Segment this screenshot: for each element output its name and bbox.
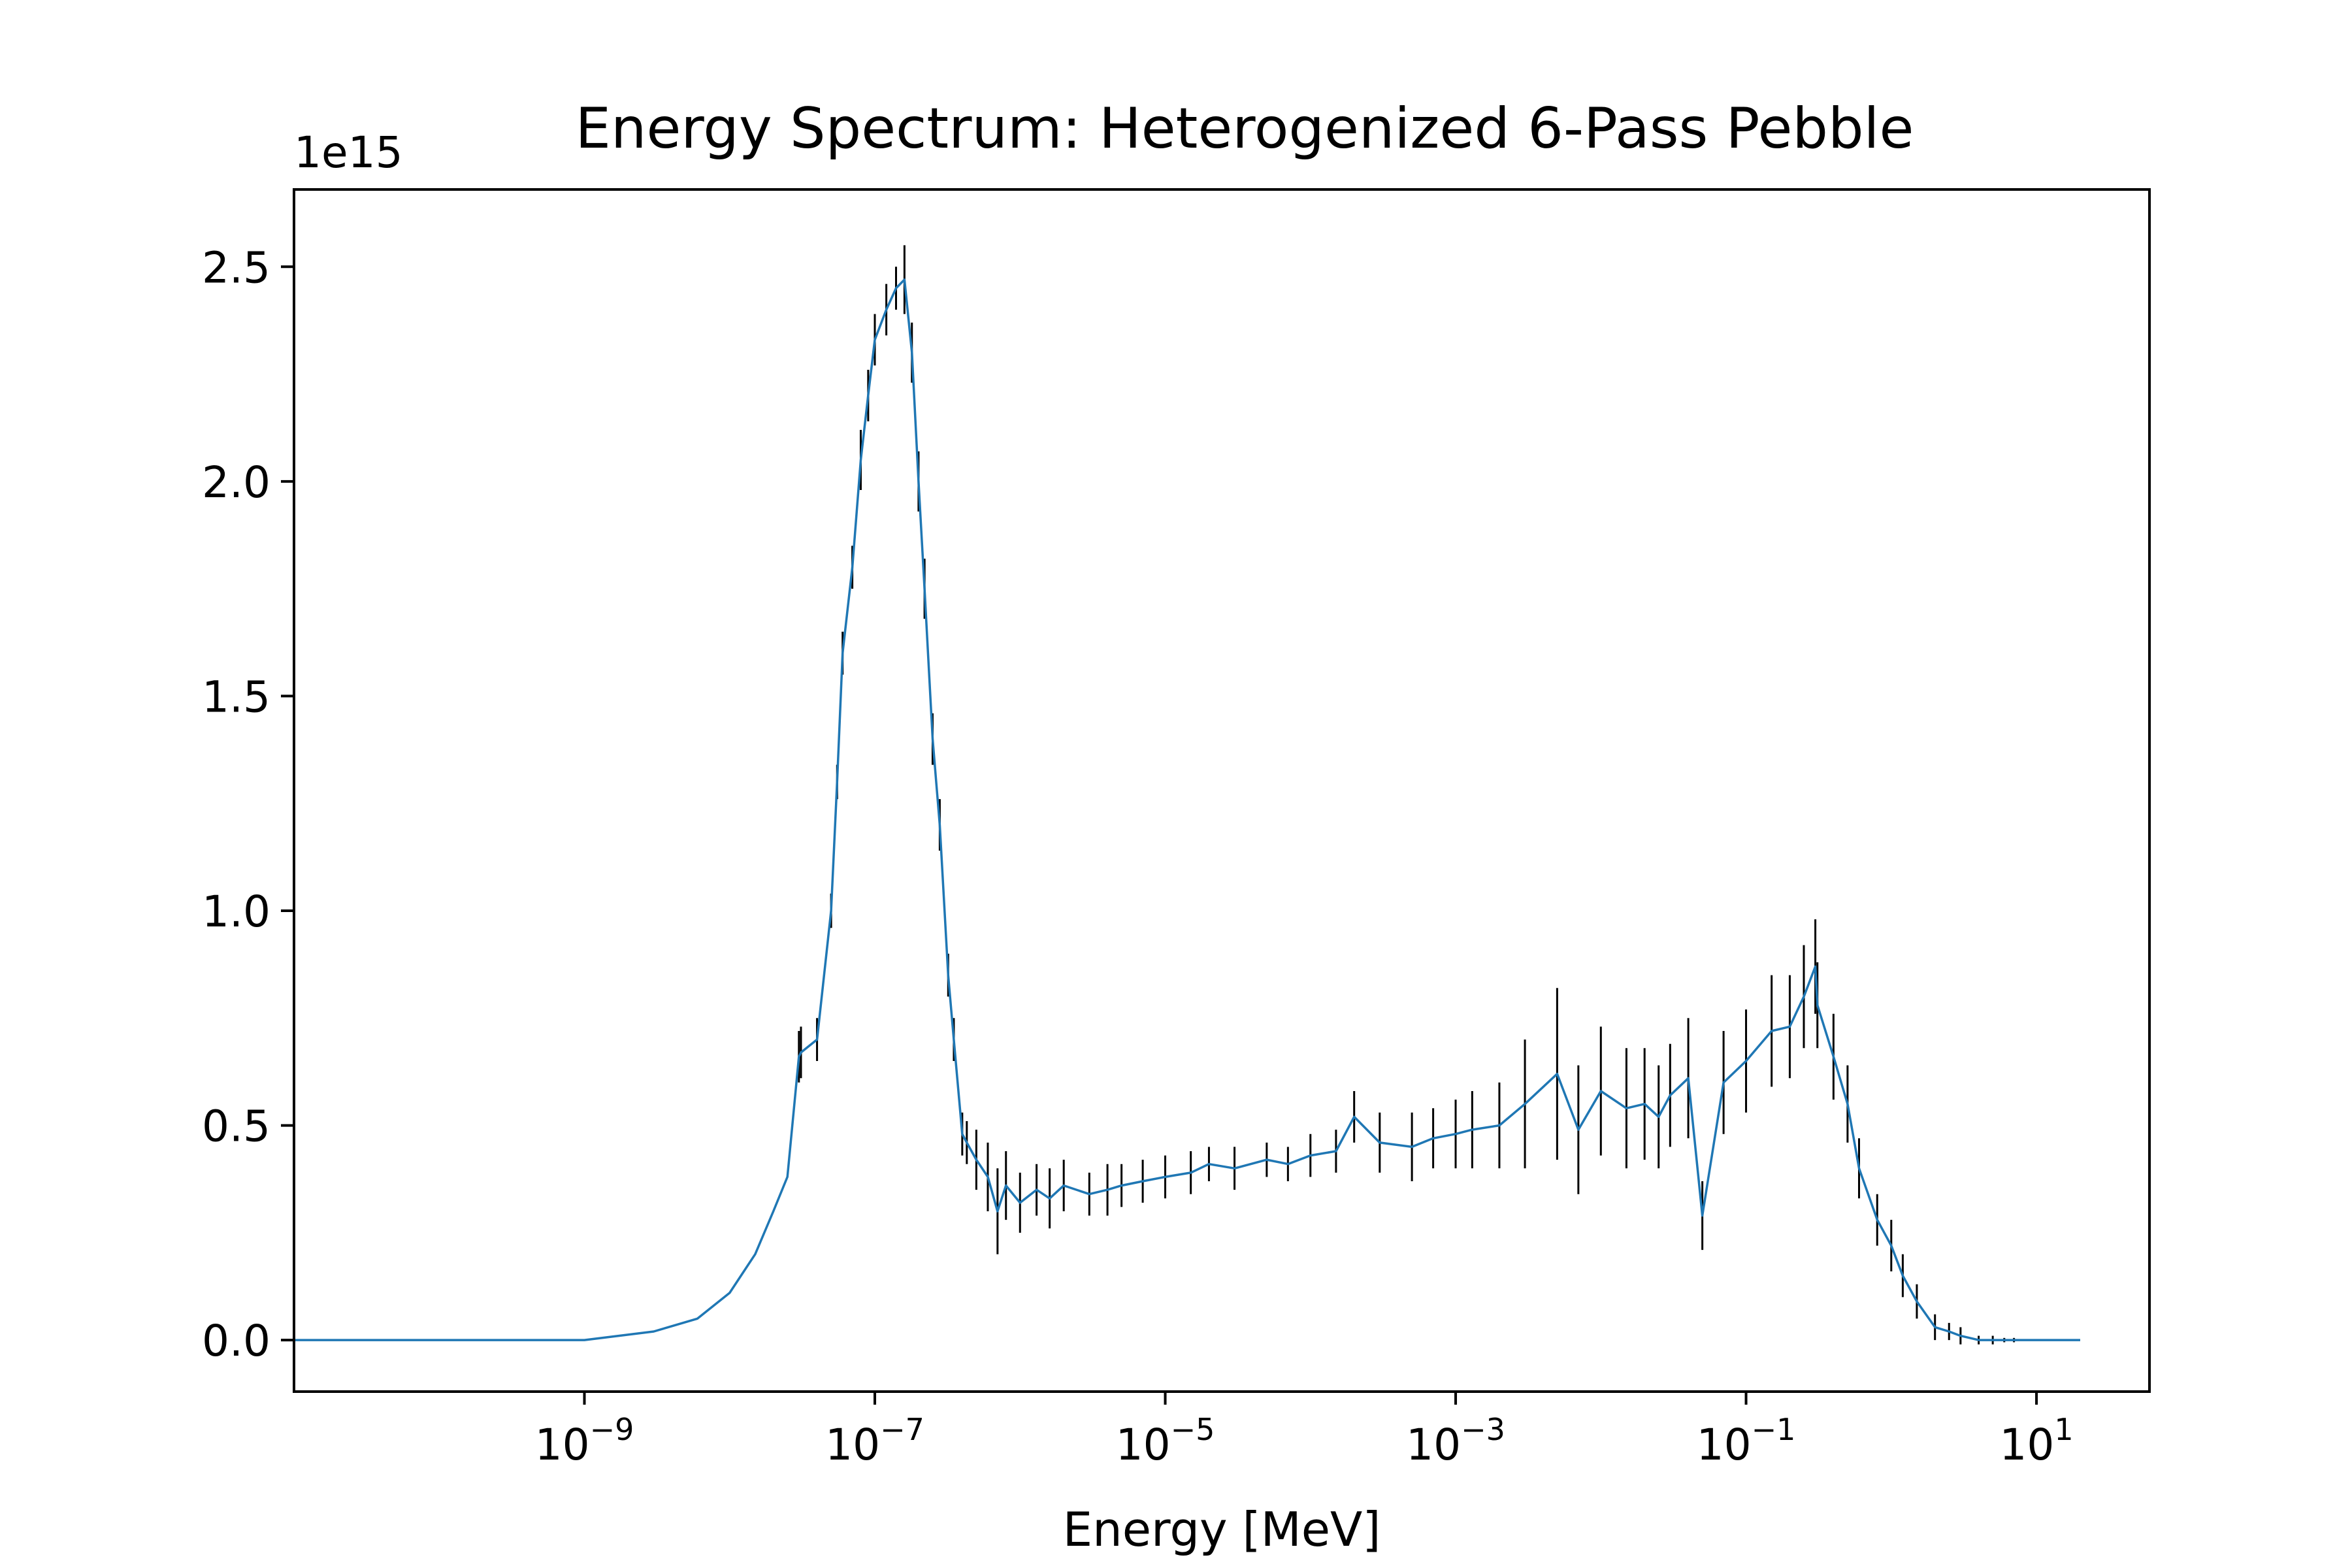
y-tick-label: 1.5	[202, 672, 270, 722]
x-tick-label: 101	[1999, 1412, 2073, 1470]
plot-area	[294, 245, 2080, 1345]
chart-title: Energy Spectrum: Heterogenized 6-Pass Pe…	[576, 96, 1914, 161]
x-tick-label: 10−1	[1697, 1412, 1796, 1470]
y-axis: 0.0 0.5 1.0 1.5 2.0 2.5	[202, 242, 294, 1366]
y-offset-label: 1e15	[294, 127, 403, 178]
x-axis-label: Energy [MeV]	[1063, 1502, 1381, 1557]
y-tick-label: 0.0	[202, 1316, 270, 1366]
series-line	[294, 278, 2080, 1341]
y-tick-label: 2.0	[202, 457, 270, 508]
x-tick-label: 10−9	[535, 1412, 634, 1470]
y-tick-label: 0.5	[202, 1102, 270, 1152]
x-tick-label: 10−7	[825, 1412, 924, 1470]
y-tick-label: 1.0	[202, 887, 270, 937]
x-tick-label: 10−3	[1406, 1412, 1505, 1470]
y-tick-label: 2.5	[202, 242, 270, 293]
x-axis: 10−9 10−7 10−5 10−3 10−1 101	[535, 1392, 2074, 1470]
plot-frame	[293, 188, 2151, 1393]
x-tick-label: 10−5	[1116, 1412, 1215, 1470]
